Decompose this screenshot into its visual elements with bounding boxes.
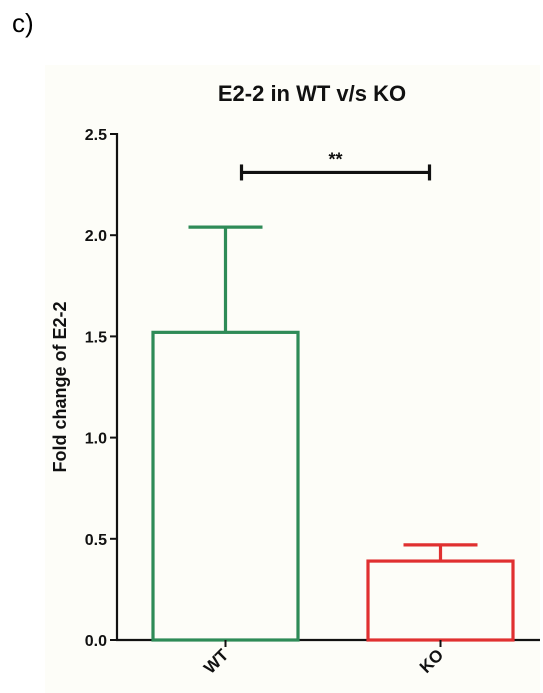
panel-label: c) (12, 8, 34, 38)
y-axis-label: Fold change of E2-2 (50, 301, 70, 472)
bar-wt (151, 330, 300, 642)
x-tick-label-wt: WT (200, 645, 233, 678)
plot-background (45, 65, 540, 693)
y-tick-label: 1.0 (85, 431, 107, 448)
y-tick-label: 1.5 (85, 329, 107, 346)
y-tick-label: 0.0 (85, 633, 107, 650)
chart-title: E2-2 in WT v/s KO (218, 81, 406, 106)
y-tick-label: 2.5 (85, 127, 107, 144)
y-tick-label: 0.5 (85, 532, 107, 549)
x-tick-label-ko: KO (416, 645, 447, 676)
y-tick-label: 2.0 (85, 228, 107, 245)
significance-label: ** (328, 149, 342, 169)
bar-ko (366, 559, 515, 642)
